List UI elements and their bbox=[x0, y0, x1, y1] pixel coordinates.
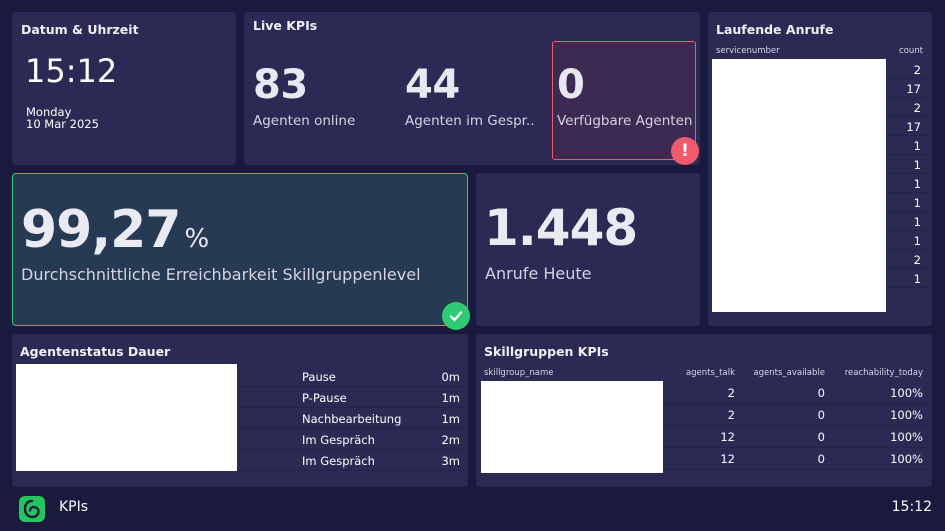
calls-today-label: Anrufe Heute bbox=[485, 264, 592, 283]
agent-status-card: Agentenstatus Dauer Pause 0m P-Pause 1m Nach… bbox=[12, 334, 468, 487]
current-time: 15:12 bbox=[25, 52, 118, 90]
table-row: Im Gespräch 2m bbox=[237, 429, 464, 450]
skillgroup-name-header: skillgroup_name bbox=[484, 368, 554, 378]
table-row: 17 bbox=[886, 79, 928, 98]
duration-cell: 2m bbox=[441, 433, 460, 447]
agent-status-title: Agentenstatus Dauer bbox=[20, 344, 171, 359]
agents-talk-cell: 12 bbox=[720, 430, 735, 444]
checkmark-icon bbox=[442, 302, 470, 330]
table-row: 17 bbox=[886, 117, 928, 136]
count-cell: 2 bbox=[913, 253, 921, 267]
agents-available-tile: 0 Verfügbare Agenten bbox=[552, 41, 696, 160]
agents-talk-cell: 2 bbox=[727, 408, 735, 422]
reachability-cell: 100% bbox=[890, 430, 923, 444]
table-row: 1 bbox=[886, 231, 928, 250]
agents-talk-cell: 2 bbox=[727, 386, 735, 400]
calls-today-card: 1.448 Anrufe Heute bbox=[476, 173, 700, 326]
footer-bar: KPIs 15:12 bbox=[0, 490, 945, 531]
table-row: Pause 0m bbox=[237, 366, 464, 387]
table-row: 1 bbox=[886, 212, 928, 231]
count-cell: 1 bbox=[913, 215, 921, 229]
duration-cell: 1m bbox=[441, 412, 460, 426]
servicenumber-header: servicenumber bbox=[716, 46, 780, 56]
count-cell: 1 bbox=[913, 139, 921, 153]
reachability-value: 99,27 bbox=[21, 200, 181, 260]
footer-title: KPIs bbox=[59, 499, 89, 515]
table-row: 2 0 100% bbox=[663, 404, 928, 426]
live-kpis-title: Live KPIs bbox=[253, 18, 318, 33]
datetime-card: Datum & Uhrzeit 15:12 Monday 10 Mar 2025 bbox=[12, 12, 236, 165]
agents-online-label: Agenten online bbox=[253, 113, 356, 129]
table-row: 1 bbox=[886, 136, 928, 155]
running-calls-card: Laufende Anrufe servicenumber count 2 17 2… bbox=[708, 12, 932, 326]
reachability-card: 99,27% Durchschnittliche Erreichbarkeit … bbox=[12, 173, 468, 326]
table-row: 2 bbox=[886, 60, 928, 79]
table-row: 2 bbox=[886, 98, 928, 117]
table-row: 12 0 100% bbox=[663, 426, 928, 448]
table-row: 2 bbox=[886, 250, 928, 269]
duration-cell: 1m bbox=[441, 391, 460, 405]
reachability-cell: 100% bbox=[890, 452, 923, 466]
exclamation-icon: ! bbox=[671, 137, 699, 165]
table-row: P-Pause 1m bbox=[237, 387, 464, 408]
agents-available-header: agents_available bbox=[753, 368, 825, 378]
agent-status-masked-area bbox=[16, 364, 237, 471]
agents-available-cell: 0 bbox=[817, 386, 825, 400]
table-row: Nachbearbeitung 1m bbox=[237, 408, 464, 429]
reachability-cell: 100% bbox=[890, 386, 923, 400]
status-cell: Pause bbox=[302, 370, 336, 384]
agents-available-cell: 0 bbox=[817, 408, 825, 422]
agents-available-label: Verfügbare Agenten bbox=[557, 113, 693, 129]
calls-today-value: 1.448 bbox=[484, 199, 638, 257]
current-date: 10 Mar 2025 bbox=[26, 117, 99, 131]
count-cell: 1 bbox=[913, 196, 921, 210]
duration-cell: 3m bbox=[441, 454, 460, 468]
table-row: 1 bbox=[886, 193, 928, 212]
count-cell: 1 bbox=[913, 272, 921, 286]
status-cell: Im Gespräch bbox=[302, 433, 375, 447]
count-cell: 1 bbox=[913, 158, 921, 172]
agents-talk-cell: 12 bbox=[720, 452, 735, 466]
count-cell: 2 bbox=[913, 101, 921, 115]
table-row: 1 bbox=[886, 155, 928, 174]
footer-clock: 15:12 bbox=[891, 499, 932, 515]
app-logo-icon[interactable] bbox=[19, 496, 45, 522]
agents-available-cell: 0 bbox=[817, 452, 825, 466]
agents-in-call-value: 44 bbox=[405, 62, 460, 108]
status-cell: Nachbearbeitung bbox=[302, 412, 402, 426]
count-header: count bbox=[899, 46, 923, 56]
table-row: 1 bbox=[886, 269, 928, 288]
skillgroups-title: Skillgruppen KPIs bbox=[484, 344, 609, 359]
reachability-today-header: reachability_today bbox=[844, 368, 923, 378]
reachability-value-line: 99,27% bbox=[21, 200, 209, 260]
reachability-unit: % bbox=[184, 224, 210, 254]
count-cell: 1 bbox=[913, 177, 921, 191]
duration-cell: 0m bbox=[441, 370, 460, 384]
count-cell: 17 bbox=[906, 82, 921, 96]
agents-online-value: 83 bbox=[253, 62, 308, 108]
reachability-cell: 100% bbox=[890, 408, 923, 422]
agents-talk-header: agents_talk bbox=[685, 368, 735, 378]
table-row: 12 0 100% bbox=[663, 448, 928, 470]
running-calls-title: Laufende Anrufe bbox=[716, 22, 834, 37]
table-row: 2 0 100% bbox=[663, 382, 928, 404]
status-cell: Im Gespräch bbox=[302, 454, 375, 468]
agents-available-value: 0 bbox=[557, 62, 585, 108]
current-day: Monday bbox=[26, 105, 72, 119]
count-cell: 17 bbox=[906, 120, 921, 134]
table-row: 1 bbox=[886, 174, 928, 193]
table-row: Im Gespräch 3m bbox=[237, 450, 464, 471]
datetime-title: Datum & Uhrzeit bbox=[21, 22, 139, 37]
reachability-label: Durchschnittliche Erreichbarkeit Skillgr… bbox=[21, 265, 421, 284]
count-cell: 1 bbox=[913, 234, 921, 248]
servicenumber-masked-area bbox=[712, 59, 886, 312]
status-cell: P-Pause bbox=[302, 391, 347, 405]
agents-in-call-label: Agenten im Gespr... bbox=[405, 113, 535, 129]
count-cell: 2 bbox=[913, 63, 921, 77]
skillgroups-card: Skillgruppen KPIs skillgroup_name agents… bbox=[476, 334, 932, 487]
live-kpis-card: Live KPIs 83 Agenten online 44 Agenten i… bbox=[244, 12, 700, 165]
agents-available-cell: 0 bbox=[817, 430, 825, 444]
skillgroup-name-masked-area bbox=[481, 381, 663, 473]
